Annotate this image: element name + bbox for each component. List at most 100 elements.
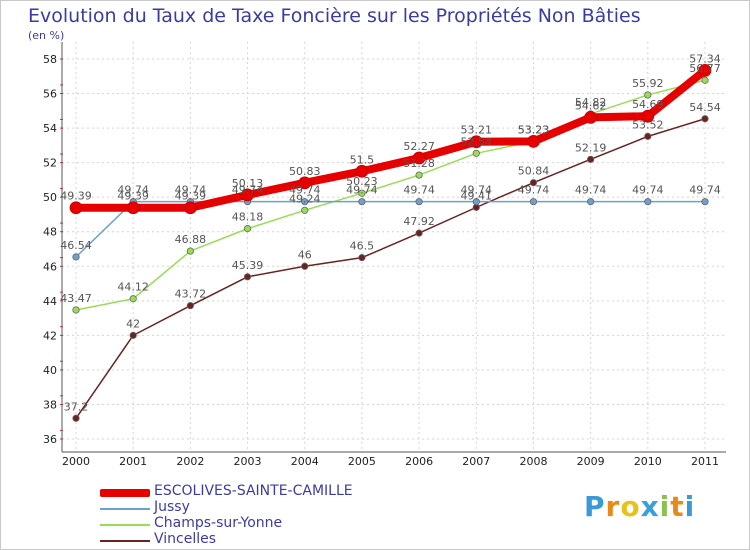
data-point: [69, 201, 83, 215]
series-lines: [69, 64, 712, 422]
data-label: 49.24: [289, 192, 321, 205]
y-tick-label: 48: [43, 226, 57, 239]
logo-letter: o: [620, 490, 641, 523]
grid: [62, 42, 726, 452]
data-label: 50.13: [232, 177, 264, 190]
data-label: 57.34: [689, 52, 721, 65]
line-chart: 36 38 40 42 44 46 48 50 52 54 56 58 2000 2001 2002 2003…: [43, 42, 726, 468]
data-point: [415, 198, 423, 206]
data-label: 48.18: [232, 211, 264, 224]
legend-item-champs: Champs-sur-Yonne: [100, 515, 400, 534]
logo-letter: i: [684, 490, 696, 523]
x-tick-label: 2007: [462, 455, 490, 468]
data-label: 51.5: [350, 153, 375, 166]
x-tick-label: 2000: [62, 455, 90, 468]
legend-swatch-escolives: [100, 489, 150, 497]
logo-letter: x: [640, 490, 660, 523]
legend-item-jussy: Jussy: [100, 499, 400, 518]
y-tick-label: 42: [43, 329, 57, 342]
y-tick-label: 38: [43, 398, 57, 411]
data-label: 49.74: [232, 184, 264, 197]
data-label: 49.41: [461, 189, 493, 202]
legend-label-champs: Champs-sur-Yonne: [154, 515, 283, 531]
data-point: [241, 188, 254, 202]
data-label: 53.21: [461, 124, 493, 137]
data-point: [298, 176, 312, 190]
data-point: [701, 76, 709, 84]
data-point: [358, 189, 366, 197]
data-point: [415, 171, 423, 179]
x-tick-label: 2005: [348, 455, 376, 468]
data-label: 46.5: [350, 240, 375, 253]
data-point: [301, 206, 309, 214]
data-label: 53.23: [518, 123, 550, 136]
series-line-1: [75, 200, 706, 258]
data-point: [301, 262, 309, 270]
data-point: [529, 179, 538, 187]
data-label: 49.39: [175, 190, 207, 203]
data-label: 49.74: [632, 184, 664, 197]
data-point: [587, 198, 595, 206]
data-label: 51.28: [403, 157, 435, 170]
data-label: 49.74: [575, 184, 607, 197]
data-label: 56.77: [689, 62, 721, 75]
data-label: 42: [126, 317, 140, 330]
x-tick-label: 2008: [519, 455, 547, 468]
data-label: 43.47: [60, 292, 92, 305]
data-point: [587, 155, 595, 163]
data-label: 44.12: [117, 281, 149, 294]
data-point: [472, 149, 480, 157]
data-point: [243, 273, 252, 281]
y-tick-label: 52: [43, 157, 57, 170]
legend-label-vincelles: Vincelles: [154, 531, 217, 547]
data-label: 49.74: [403, 184, 435, 197]
data-label: 49.39: [117, 190, 149, 203]
logo-letter: t: [670, 490, 685, 523]
x-tick-label: 2001: [119, 455, 147, 468]
data-point: [701, 115, 709, 123]
data-point: [186, 247, 194, 255]
data-label: 49.39: [60, 190, 92, 203]
data-label: 53.52: [632, 118, 664, 131]
data-label: 50.84: [518, 165, 550, 178]
data-label: 49.74: [346, 184, 378, 197]
data-label: 49.74: [117, 184, 149, 197]
proxiti-logo: Proxiti: [584, 490, 695, 523]
data-point: [469, 135, 483, 149]
logo-letter: P: [584, 490, 606, 523]
data-label: 46: [298, 248, 312, 261]
data-point: [183, 201, 197, 215]
data-point: [355, 164, 369, 178]
data-label: 49.74: [289, 184, 321, 197]
data-label: 54.82: [575, 96, 607, 109]
series-line-3: [75, 118, 706, 420]
axes: 36 38 40 42 44 46 48 50 52 54 56 58 2000 2001 2002 2003…: [43, 42, 726, 468]
data-point: [644, 132, 652, 140]
data-point: [584, 110, 598, 124]
data-point: [243, 225, 252, 233]
data-label: 54.69: [632, 98, 664, 111]
data-point: [126, 201, 140, 215]
y-axis-label: (en %): [28, 29, 65, 42]
x-tick-label: 2009: [577, 455, 605, 468]
data-point: [412, 151, 426, 165]
data-label: 45.39: [232, 259, 264, 272]
data-label: 54.62: [575, 99, 607, 112]
data-label: 49.74: [689, 184, 721, 197]
x-tick-label: 2002: [176, 455, 204, 468]
data-label: 49.74: [175, 184, 207, 197]
data-label: 37.2: [64, 400, 89, 413]
x-tick-label: 2006: [405, 455, 433, 468]
x-tick-label: 2011: [691, 455, 719, 468]
data-label: 43.72: [175, 288, 207, 301]
legend-item-vincelles: Vincelles: [100, 531, 400, 550]
y-tick-label: 40: [43, 364, 57, 377]
data-point: [72, 253, 80, 261]
data-label: 49.74: [518, 184, 550, 197]
data-label: 50.83: [289, 165, 321, 178]
data-label: 52.54: [461, 135, 493, 148]
data-point: [529, 198, 538, 206]
data-label: 46.88: [175, 233, 207, 246]
data-point: [129, 295, 137, 303]
y-tick-label: 50: [43, 191, 57, 204]
